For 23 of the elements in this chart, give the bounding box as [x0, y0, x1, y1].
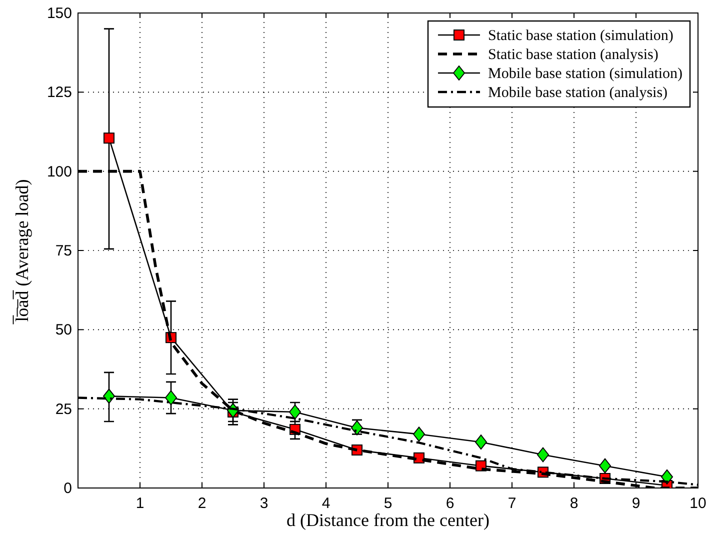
x-tick-label: 7 [508, 495, 516, 512]
x-axis-title: d (Distance from the center) [286, 510, 490, 530]
y-tick-label: 125 [46, 84, 72, 102]
x-tick-label: 4 [322, 495, 330, 512]
x-tick-label: 10 [690, 495, 706, 512]
y-tick-label: 100 [46, 163, 72, 180]
y-tick-label: 150 [46, 5, 72, 22]
legend-label: Static base station (analysis) [488, 47, 658, 63]
x-tick-label: 1 [136, 495, 144, 512]
x-tick-label: 9 [632, 495, 640, 512]
x-tick-label: 2 [198, 495, 206, 512]
y-tick-label: 25 [55, 400, 72, 418]
legend-label: Static base station (simulation) [488, 28, 674, 44]
y-tick-label: 0 [64, 480, 72, 497]
x-tick-label: 5 [384, 495, 392, 512]
y-tick-label: 50 [55, 322, 72, 339]
y-axis-title: l̅o̅a̅d̅ (Average load) [12, 179, 32, 325]
x-tick-label: 3 [260, 495, 268, 512]
x-tick-label: 6 [446, 495, 454, 512]
legend-label: Mobile base station (analysis) [488, 85, 668, 101]
x-tick-label: 8 [570, 495, 578, 512]
legend-label: Mobile base station (simulation) [488, 66, 683, 82]
y-tick-label: 75 [55, 242, 72, 260]
